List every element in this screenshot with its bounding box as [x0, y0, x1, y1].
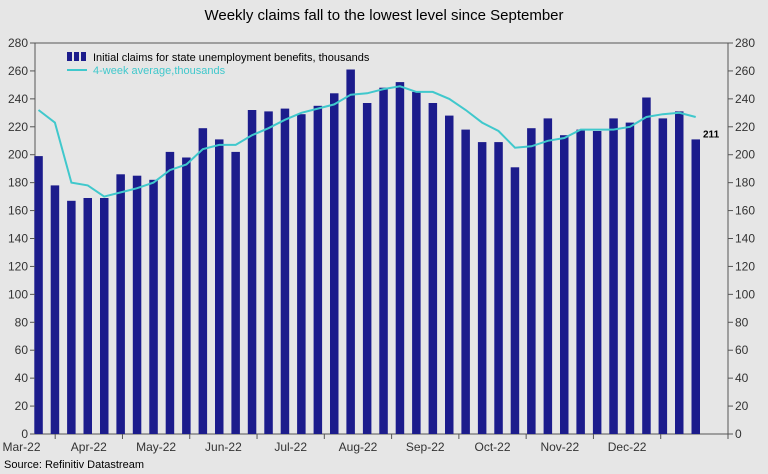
bar	[576, 129, 585, 434]
y-tick-label: 180	[735, 176, 755, 190]
x-tick-label: Apr-22	[71, 440, 107, 454]
bar	[691, 139, 700, 434]
y-tick-label: 240	[8, 92, 28, 106]
x-tick-label: Mar-22	[2, 440, 40, 454]
chart-title: Weekly claims fall to the lowest level s…	[204, 7, 563, 24]
legend-bar-swatch	[74, 52, 79, 61]
x-tick-label: Oct-22	[474, 440, 510, 454]
y-tick-label: 60	[735, 343, 749, 357]
bar	[132, 175, 142, 434]
y-tick-label: 120	[8, 259, 28, 273]
x-tick-label: Aug-22	[339, 440, 378, 454]
legend-label-bars: Initial claims for state unemployment be…	[93, 52, 370, 64]
bar	[313, 105, 323, 435]
bar	[182, 157, 191, 434]
bar	[494, 142, 503, 434]
y-tick-label: 160	[8, 204, 28, 218]
bar	[625, 122, 635, 434]
y-tick-label: 0	[21, 427, 28, 441]
bar	[247, 110, 257, 434]
bar	[198, 128, 208, 434]
y-tick-label: 60	[15, 343, 29, 357]
y-tick-label: 200	[8, 148, 28, 162]
y-tick-label: 80	[735, 315, 749, 329]
bar	[50, 185, 60, 434]
y-tick-label: 220	[8, 120, 28, 134]
bar	[67, 200, 76, 434]
source-note: Source: Refinitiv Datastream	[4, 459, 144, 471]
bar	[379, 87, 388, 434]
bar	[445, 115, 454, 434]
y-tick-label: 240	[735, 92, 755, 106]
x-tick-label: May-22	[136, 440, 176, 454]
bar	[165, 151, 175, 434]
bar	[560, 135, 569, 434]
y-axis-left: 0 20 40 60 80 100 120 140 160 180 200 220 240 260 280	[8, 36, 35, 441]
bar	[412, 91, 421, 435]
y-tick-label: 260	[8, 64, 28, 78]
bar-series	[34, 69, 700, 435]
y-tick-label: 280	[8, 36, 28, 50]
bar	[264, 111, 273, 435]
y-tick-label: 280	[735, 36, 755, 50]
bar	[592, 131, 602, 434]
bar	[297, 114, 306, 434]
bar	[642, 97, 651, 434]
legend: Initial claims for state unemployment be…	[67, 52, 370, 77]
y-tick-label: 0	[735, 427, 742, 441]
x-tick-label: Jun-22	[205, 440, 242, 454]
x-tick-label: Jul-22	[274, 440, 307, 454]
y-tick-label: 260	[735, 64, 755, 78]
y-tick-label: 200	[735, 148, 755, 162]
x-tick-label: Nov-22	[540, 440, 579, 454]
y-tick-label: 20	[735, 399, 749, 413]
bar	[231, 151, 240, 434]
y-tick-label: 140	[735, 232, 755, 246]
legend-bar-swatch	[67, 52, 72, 61]
bar	[428, 103, 438, 434]
bar	[527, 128, 536, 434]
bar	[395, 82, 405, 434]
x-axis: Mar-22 Apr-22 May-22 Jun-22 Jul-22 Aug-22 Sep-…	[2, 434, 729, 454]
bar	[461, 129, 470, 434]
y-tick-label: 20	[15, 399, 29, 413]
y-tick-label: 220	[735, 120, 755, 134]
legend-label-line: 4-week average,thousands	[93, 65, 226, 77]
y-tick-label: 100	[735, 287, 755, 301]
last-value-annotation: 211	[703, 129, 720, 140]
bar	[543, 118, 553, 435]
bar	[346, 69, 355, 434]
bar	[330, 93, 339, 435]
bar	[100, 198, 109, 434]
bar	[116, 174, 125, 435]
bar	[280, 108, 290, 434]
y-tick-label: 160	[735, 204, 755, 218]
bar	[510, 167, 520, 435]
bar	[34, 156, 43, 434]
y-tick-label: 100	[8, 287, 28, 301]
y-tick-label: 180	[8, 176, 28, 190]
bar	[675, 111, 684, 435]
y-tick-label: 80	[15, 315, 29, 329]
y-tick-label: 120	[735, 259, 755, 273]
x-tick-label: Dec-22	[608, 440, 647, 454]
y-tick-label: 40	[735, 371, 749, 385]
y-tick-label: 40	[15, 371, 29, 385]
bar	[477, 142, 487, 434]
bar	[362, 103, 372, 434]
average-line	[37, 85, 696, 198]
bar	[658, 118, 668, 435]
bar	[83, 198, 92, 434]
bar	[609, 118, 618, 435]
x-tick-label: Sep-22	[406, 440, 445, 454]
y-axis-right: 0 20 40 60 80 100 120 140 160 180 200 220 240 260 280	[728, 36, 755, 441]
y-tick-label: 140	[8, 232, 28, 246]
legend-bar-swatch	[81, 52, 86, 61]
bar	[149, 179, 158, 434]
bar	[215, 139, 224, 434]
